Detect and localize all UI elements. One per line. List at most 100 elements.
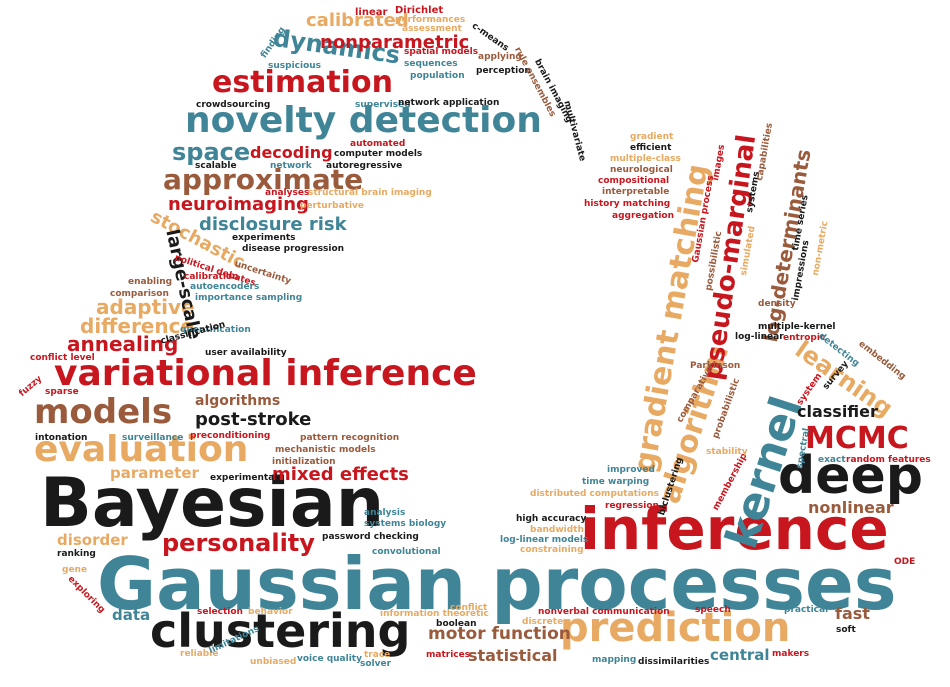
word-quantification: quantification: [180, 325, 251, 335]
word-inference: inference: [580, 495, 889, 563]
word-high-accuracy: high accuracy: [516, 514, 587, 524]
word-density: density: [758, 299, 796, 309]
word-network-application: network application: [398, 98, 500, 108]
word-unbiased: unbiased: [250, 657, 297, 667]
word-images: images: [711, 143, 728, 182]
word-autoencoders: autoencoders: [190, 282, 260, 292]
word-disease-progression: disease progression: [242, 244, 345, 254]
word-practical: practical: [784, 605, 829, 615]
word-trace: trace: [364, 650, 391, 660]
word-password-checking: password checking: [322, 532, 419, 542]
word-novelty-detection: novelty detection: [185, 100, 542, 141]
word-multiple-class: multiple-class: [610, 154, 681, 164]
word-stability: stability: [706, 447, 748, 457]
word-personality: personality: [162, 529, 315, 557]
word-multivariate: multivariate: [561, 99, 588, 163]
word-disorder: disorder: [57, 531, 128, 549]
word-estimation: estimation: [212, 65, 393, 100]
word-difference: difference: [80, 314, 195, 338]
word-preconditioning: preconditioning: [190, 431, 271, 441]
word-sequences: sequences: [404, 59, 458, 69]
word-central: central: [710, 646, 770, 664]
word-mechanistic-models: mechanistic models: [275, 445, 376, 455]
word-soft: soft: [836, 625, 856, 635]
word-statistical: statistical: [468, 646, 558, 665]
word-comparison: comparison: [110, 289, 169, 299]
word-mixed-effects: mixed effects: [272, 464, 409, 485]
word-parkinson: Parkinson: [690, 361, 741, 371]
word-log-linear-models: log-linear models: [500, 535, 589, 545]
word-deep: deep: [778, 446, 923, 506]
word-non-metric: non-metric: [811, 220, 831, 277]
word-nonlinear: nonlinear: [808, 498, 894, 517]
word-solver: solver: [360, 659, 392, 669]
word-perturbative: perturbative: [300, 201, 365, 211]
word-autoregressive: autoregressive: [326, 161, 403, 171]
word-importance-sampling: importance sampling: [195, 293, 303, 303]
word-neurological: neurological: [610, 165, 673, 175]
word-variational-inference: variational inference: [54, 353, 477, 394]
word-supervised: supervised: [355, 100, 411, 110]
word-makers: makers: [772, 649, 810, 659]
word-bayesian: Bayesian: [40, 464, 385, 543]
word-population: population: [410, 71, 465, 81]
word-mcmc: MCMC: [805, 421, 909, 456]
word-algorithms: algorithms: [195, 393, 281, 409]
word-fast: fast: [835, 604, 870, 623]
word-initialization: initialization: [272, 457, 336, 467]
word-discrete: discrete: [522, 617, 564, 627]
word-applying: applying: [478, 52, 522, 62]
word-voice-quality: voice quality: [297, 654, 362, 664]
word-intonation: intonation: [35, 433, 88, 443]
word-suspicious: suspicious: [268, 61, 322, 71]
word-adaptive: adaptive: [96, 295, 195, 319]
word-ranking: ranking: [57, 549, 96, 559]
word-time-warping: time warping: [582, 477, 650, 487]
word-nonverbal-communication: nonverbal communication: [538, 607, 670, 617]
word-information-theoretic: information theoretic: [380, 609, 489, 619]
word-reliable: reliable: [180, 649, 219, 659]
word-selection: selection: [197, 607, 243, 617]
word-approximate: approximate: [163, 163, 364, 196]
word-user-availability: user availability: [205, 348, 287, 358]
word-boolean: boolean: [436, 619, 477, 629]
word-prediction: prediction: [560, 605, 791, 651]
word-models: models: [34, 392, 173, 432]
word-assessment: assessment: [402, 24, 462, 34]
word-matrices: matrices: [426, 650, 471, 660]
word-compositional: compositional: [598, 176, 670, 186]
word-random-features: random features: [846, 455, 931, 465]
word-calibrated: calibrated: [306, 10, 409, 31]
word-motor-function: motor function: [428, 624, 571, 644]
word-behavior: behavior: [248, 607, 293, 617]
word-sparse: sparse: [45, 387, 79, 397]
word-aggregation: aggregation: [612, 211, 674, 221]
word-computer-models: computer models: [334, 149, 423, 159]
word-dirichlet: Dirichlet: [395, 5, 444, 16]
word-space: space: [172, 138, 251, 166]
word-conflict-level: conflict level: [30, 353, 95, 363]
word-improved: improved: [607, 465, 655, 475]
word-nonparametric: nonparametric: [320, 32, 470, 53]
word-speech: speech: [695, 605, 731, 615]
word-analyses: analyses: [265, 188, 310, 198]
word-calibration: calibration: [184, 272, 239, 282]
word-classifier: classifier: [797, 402, 878, 421]
word-network: network: [270, 161, 312, 171]
word-history-matching: history matching: [584, 199, 671, 209]
word-log-linear: log-linear: [735, 332, 784, 342]
word-multiple-kernel: multiple-kernel: [758, 322, 836, 332]
word-data: data: [112, 606, 151, 624]
word-experiments: experiments: [232, 233, 296, 243]
word-clustering: clustering: [150, 604, 411, 658]
word-post-stroke: post-stroke: [195, 409, 312, 430]
word-parameter: parameter: [110, 464, 199, 482]
word-neuroimaging: neuroimaging: [168, 194, 309, 215]
word-perception: perception: [476, 66, 531, 76]
word-surveillance: surveillance: [122, 433, 184, 443]
word-constraining: constraining: [520, 545, 584, 555]
word-scalable: scalable: [195, 161, 237, 171]
word-systems-biology: systems biology: [364, 519, 447, 529]
word-evaluation: evaluation: [34, 429, 249, 470]
